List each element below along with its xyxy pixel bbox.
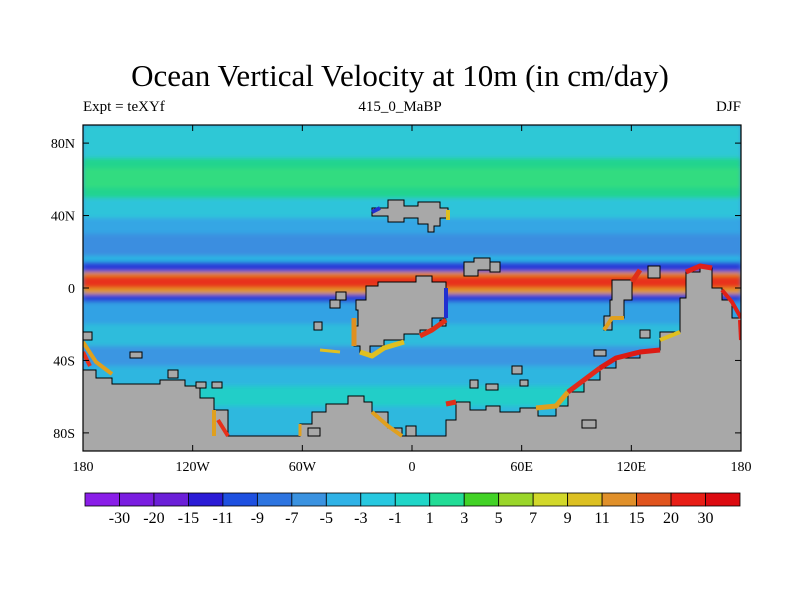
equatorial-island-b	[489, 261, 501, 273]
colorbar-swatch	[84, 492, 120, 507]
small-island-a	[335, 291, 347, 301]
colorbar-label: -20	[143, 510, 164, 527]
colorbar-label: -7	[285, 510, 298, 527]
coastal-highlights	[83, 206, 741, 438]
small-island-k	[211, 381, 223, 389]
small-island-i	[639, 329, 651, 339]
y-tick-label: 40S	[53, 354, 75, 369]
colorbar-label: -5	[320, 510, 333, 527]
experiment-label: Expt = teXYf	[83, 99, 165, 115]
colorbar-label: 7	[529, 510, 537, 527]
y-tick-label: 0	[68, 282, 75, 297]
colorbar-label: 30	[698, 510, 714, 527]
colorbar-label: -9	[251, 510, 264, 527]
colorbar-label: 9	[564, 510, 572, 527]
colorbar: -30 -20 -15 -11 -9 -7 -5 -3 -1 1 3 5 7 9 11 15 20 30	[84, 492, 741, 527]
colorbar-label: 1	[426, 510, 434, 527]
colorbar-label: 11	[594, 510, 609, 527]
colorbar-swatch	[188, 492, 224, 507]
y-tick-label: 80N	[51, 137, 75, 152]
x-tick-label: 60W	[289, 460, 317, 475]
colorbar-swatch	[705, 492, 741, 507]
y-axis: 80N 40N 0 40S 80S	[51, 137, 741, 442]
colorbar-swatch	[429, 492, 465, 507]
small-island-h	[593, 349, 607, 357]
small-island-o	[129, 351, 143, 359]
equatorial-island-c	[647, 265, 661, 279]
colorbar-swatch	[567, 492, 603, 507]
small-island-r	[581, 419, 597, 429]
colorbar-swatch	[532, 492, 569, 507]
small-island-b	[329, 299, 341, 309]
colorbar-label: 3	[460, 510, 468, 527]
colorbar-swatch	[636, 492, 672, 507]
time-label: 415_0_MaBP	[358, 99, 442, 115]
colorbar-swatch	[291, 492, 327, 507]
colorbar-label: -11	[213, 510, 234, 527]
map-title: Ocean Vertical Velocity at 10m (in cm/da…	[131, 58, 669, 93]
colorbar-swatch	[222, 492, 258, 507]
colorbar-label: 20	[663, 510, 679, 527]
x-tick-label: 120E	[617, 460, 647, 475]
small-island-l	[405, 425, 417, 437]
colorbar-label: -3	[354, 510, 367, 527]
x-tick-label: 180	[731, 460, 752, 475]
x-axis: 180 120W 60W 0 60E 120E 180	[73, 125, 752, 475]
northern-island	[371, 199, 449, 233]
x-tick-label: 180	[73, 460, 94, 475]
small-island-p	[167, 369, 179, 379]
colorbar-label: -1	[389, 510, 402, 527]
small-island-f	[511, 365, 523, 375]
colorbar-swatch	[394, 492, 431, 507]
colorbar-label: -15	[178, 510, 199, 527]
colorbar-swatch	[601, 492, 637, 507]
y-tick-label: 40N	[51, 210, 75, 225]
colorbar-swatch	[256, 492, 293, 507]
x-tick-label: 120W	[176, 460, 211, 475]
map-field	[83, 125, 741, 451]
colorbar-swatch	[360, 492, 396, 507]
colorbar-swatch	[463, 492, 500, 507]
colorbar-label: -30	[109, 510, 130, 527]
small-island-m	[307, 427, 321, 437]
landmasses	[83, 199, 741, 451]
colorbar-swatch	[670, 492, 706, 507]
small-island-n	[83, 331, 93, 341]
small-island-d	[485, 383, 499, 391]
colorbar-swatch	[153, 492, 189, 507]
southern-landmass	[83, 267, 741, 451]
colorbar-swatch	[325, 492, 362, 507]
small-island-c	[313, 321, 323, 331]
small-island-j	[195, 381, 207, 389]
y-tick-label: 80S	[53, 427, 75, 442]
small-island-e	[469, 379, 479, 389]
colorbar-label: 15	[629, 510, 645, 527]
colorbar-swatch	[119, 492, 155, 507]
season-label: DJF	[715, 99, 741, 115]
colorbar-label: 5	[495, 510, 503, 527]
x-tick-label: 60E	[510, 460, 533, 475]
small-island-g	[519, 379, 529, 387]
colorbar-swatch	[498, 492, 534, 507]
x-tick-label: 0	[409, 460, 416, 475]
